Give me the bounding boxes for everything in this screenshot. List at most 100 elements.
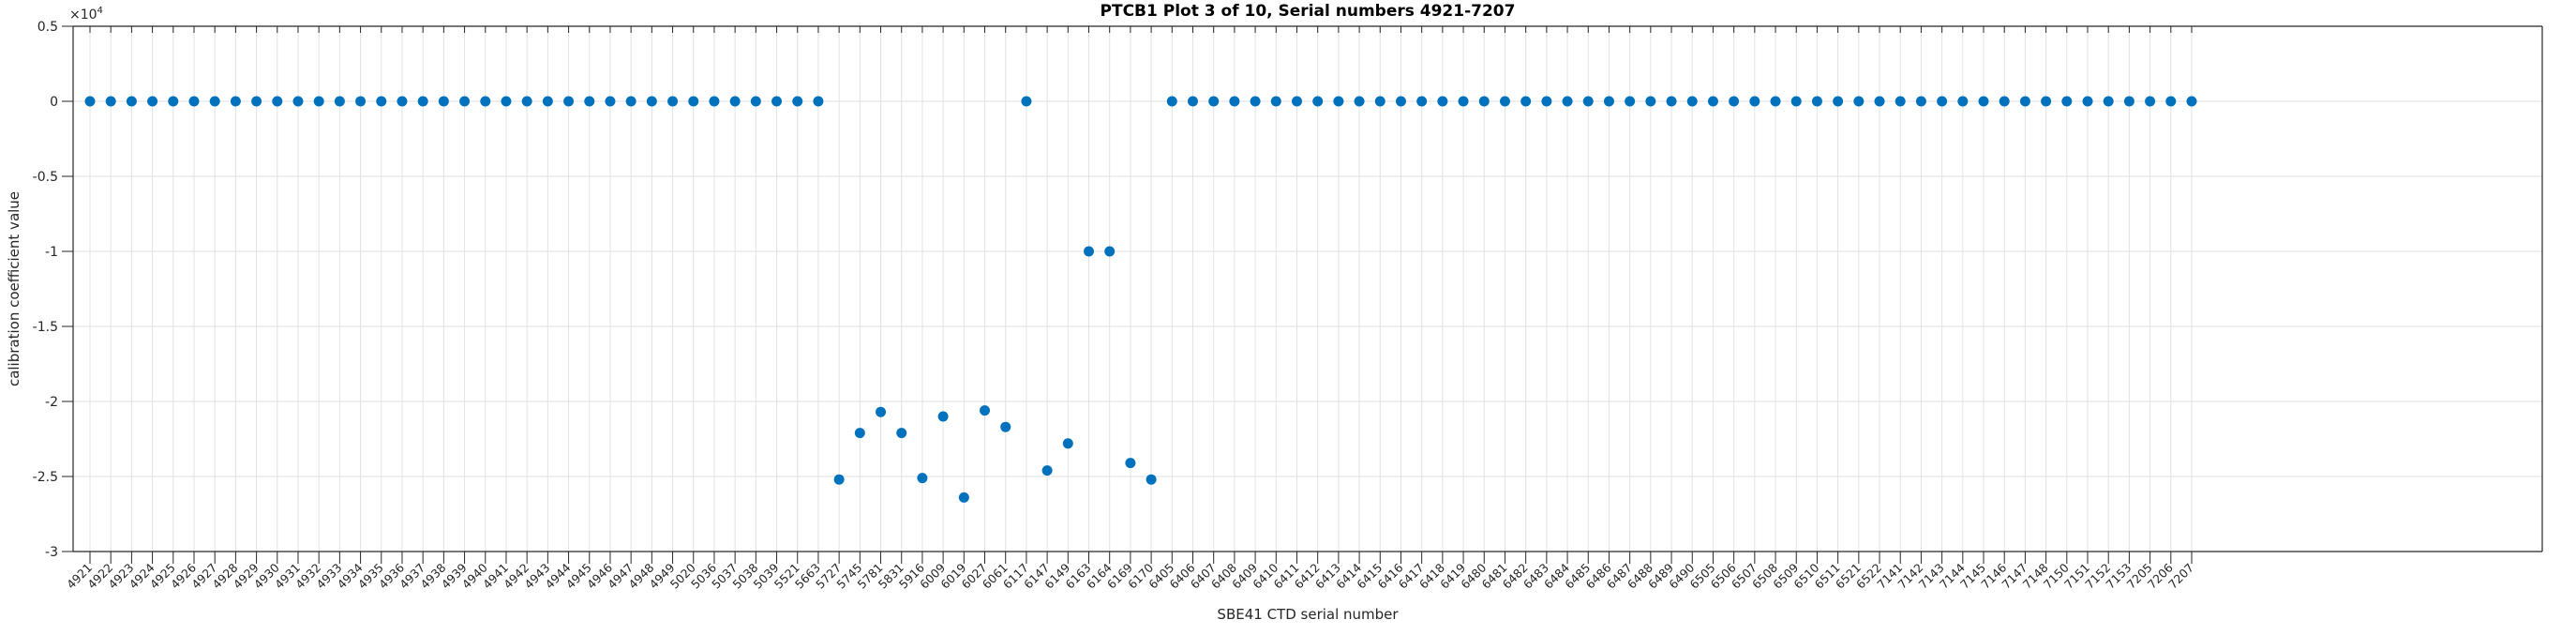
- data-point: [1645, 96, 1656, 107]
- data-point: [1770, 96, 1781, 107]
- data-point: [1978, 96, 1989, 107]
- data-point: [209, 96, 220, 107]
- y-tick-label: 0.5: [37, 20, 58, 35]
- y-tick-label: -0.5: [33, 170, 58, 185]
- data-point: [2186, 96, 2197, 107]
- data-point: [1625, 96, 1636, 107]
- data-point: [84, 96, 96, 107]
- data-point: [1458, 96, 1469, 107]
- y-axis-label: calibration coefficient value: [6, 191, 22, 386]
- data-point: [958, 491, 969, 503]
- data-point: [1166, 96, 1177, 107]
- data-point: [1833, 96, 1844, 107]
- data-point: [105, 96, 116, 107]
- y-tick-label: 0: [50, 95, 58, 110]
- data-point: [292, 96, 304, 107]
- data-point: [147, 96, 158, 107]
- data-point: [1707, 96, 1718, 107]
- data-point: [876, 406, 887, 417]
- data-point: [833, 474, 845, 485]
- data-point: [1208, 96, 1220, 107]
- y-tick-label: -1: [45, 245, 58, 260]
- data-point: [168, 96, 179, 107]
- y-tick-label: -2.5: [33, 470, 58, 485]
- data-point: [480, 96, 491, 107]
- data-point: [1437, 96, 1448, 107]
- data-point: [771, 96, 783, 107]
- data-point: [2041, 96, 2052, 107]
- data-point-layer: [84, 96, 2197, 503]
- data-point: [1250, 96, 1261, 107]
- data-point: [1915, 96, 1926, 107]
- data-point: [2123, 96, 2134, 107]
- data-point: [729, 96, 741, 107]
- data-point: [896, 428, 907, 439]
- data-point: [2103, 96, 2114, 107]
- data-point: [792, 96, 803, 107]
- chart-title: PTCB1 Plot 3 of 10, Serial numbers 4921-…: [1101, 2, 1516, 21]
- data-point: [1895, 96, 1906, 107]
- data-point: [1874, 96, 1885, 107]
- data-point: [937, 411, 949, 422]
- data-point: [1395, 96, 1406, 107]
- data-point: [980, 405, 991, 416]
- y-tick-label-layer: 0.5 0 -0.5 -1 -1.5 -2 -2.5 -3: [33, 20, 58, 560]
- data-point: [709, 96, 720, 107]
- data-point: [355, 96, 367, 107]
- data-point: [2082, 96, 2093, 107]
- data-point: [251, 96, 262, 107]
- x-tick-label-layer: 4921492249234924492549264927492849294930…: [64, 560, 2196, 591]
- data-point: [605, 96, 616, 107]
- data-point: [1749, 96, 1760, 107]
- data-point: [2145, 96, 2156, 107]
- data-point: [1999, 96, 2010, 107]
- data-point: [417, 96, 428, 107]
- data-point: [1562, 96, 1573, 107]
- data-point: [750, 96, 761, 107]
- data-point: [813, 96, 824, 107]
- data-point: [1312, 96, 1324, 107]
- data-point: [688, 96, 699, 107]
- data-point: [1041, 465, 1053, 476]
- data-point: [1291, 96, 1302, 107]
- data-point: [1603, 96, 1614, 107]
- data-point: [917, 473, 928, 484]
- data-point: [1354, 96, 1365, 107]
- data-point: [1229, 96, 1240, 107]
- data-point: [188, 96, 200, 107]
- data-point: [1084, 246, 1095, 257]
- data-point: [1811, 96, 1822, 107]
- data-point: [667, 96, 679, 107]
- data-point: [1270, 96, 1281, 107]
- data-point: [1146, 474, 1157, 485]
- data-point: [2165, 96, 2177, 107]
- data-point: [1104, 246, 1116, 257]
- y-axis-multiplier-base: ×10: [69, 8, 97, 23]
- y-tick-label: -1.5: [33, 320, 58, 335]
- data-point: [1582, 96, 1594, 107]
- y-axis-multiplier-exponent: 4: [97, 6, 103, 16]
- data-point: [2061, 96, 2073, 107]
- data-point: [1125, 458, 1136, 469]
- data-point: [1416, 96, 1428, 107]
- data-point: [1686, 96, 1698, 107]
- data-point: [521, 96, 532, 107]
- data-point: [1937, 96, 1948, 107]
- data-point: [542, 96, 553, 107]
- data-point: [563, 96, 575, 107]
- data-point: [1478, 96, 1490, 107]
- data-point: [397, 96, 408, 107]
- data-point: [1374, 96, 1385, 107]
- data-point: [1499, 96, 1510, 107]
- data-point: [1520, 96, 1532, 107]
- y-axis-multiplier: ×104: [69, 6, 103, 23]
- data-point: [1790, 96, 1802, 107]
- data-point: [1021, 96, 1032, 107]
- data-point: [1333, 96, 1344, 107]
- data-point: [854, 428, 865, 439]
- axis-layer: [62, 25, 2543, 564]
- data-point: [625, 96, 637, 107]
- y-tick-label: -3: [45, 545, 58, 560]
- y-tick-label: -2: [45, 395, 58, 410]
